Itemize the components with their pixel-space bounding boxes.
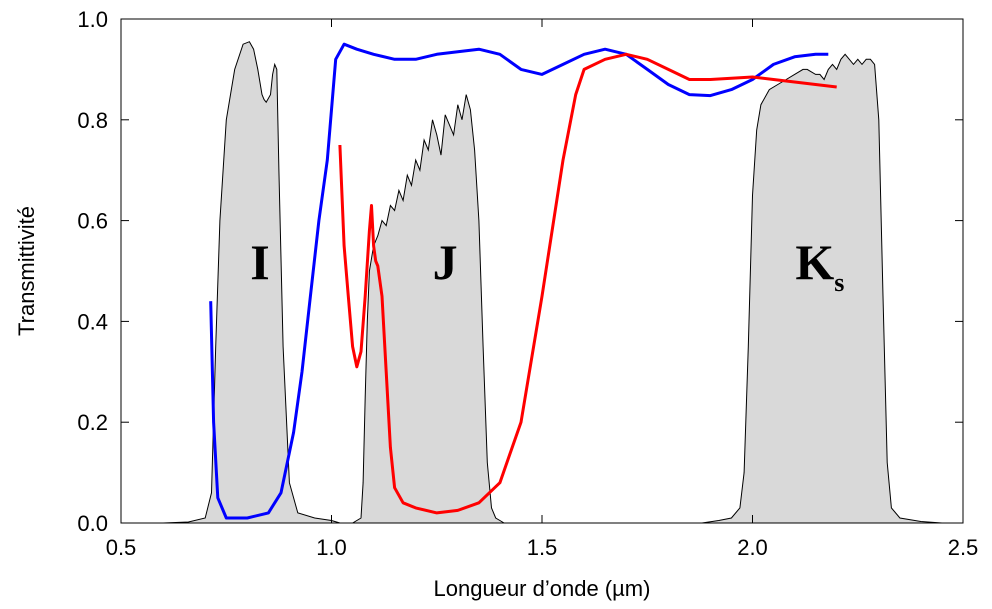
tick-labels: 0.5 1.0 1.5 2.0 2.5 0.0 0.2 0.4 0.6 0.8 1.0 — [77, 7, 978, 560]
x-tick-label: 0.5 — [106, 535, 137, 560]
band-label-text: I — [250, 234, 269, 290]
band-label-text: K — [795, 234, 834, 290]
band-label-text: J — [433, 234, 458, 290]
x-tick-label: 1.5 — [527, 535, 558, 560]
y-tick-label: 0.4 — [77, 309, 108, 334]
y-tick-label: 0.6 — [77, 209, 108, 234]
y-tick-label: 1.0 — [77, 7, 108, 32]
blue-curve — [209, 42, 829, 520]
x-tick-label: 1.0 — [316, 535, 347, 560]
band-label: I — [250, 234, 269, 290]
y-tick-label: 0.0 — [77, 511, 108, 536]
y-tick-label: 0.8 — [77, 108, 108, 133]
filter-bands — [163, 41, 943, 524]
band-label-subscript: s — [834, 268, 844, 297]
x-tick-label: 2.0 — [737, 535, 768, 560]
y-tick-label: 0.2 — [77, 410, 108, 435]
band-label: J — [433, 234, 458, 290]
y-axis-label: Transmittivité — [14, 206, 39, 336]
band-ks-area — [701, 53, 943, 524]
x-tick-label: 2.5 — [948, 535, 979, 560]
x-axis-label: Longueur d’onde (µm) — [434, 576, 651, 601]
transmission-curves — [209, 42, 837, 520]
band-labels: I J Ks — [250, 234, 844, 297]
band-label: Ks — [795, 234, 844, 297]
band-i-area — [163, 41, 341, 524]
axis-ticks — [120, 18, 964, 524]
red-curve — [338, 52, 837, 515]
